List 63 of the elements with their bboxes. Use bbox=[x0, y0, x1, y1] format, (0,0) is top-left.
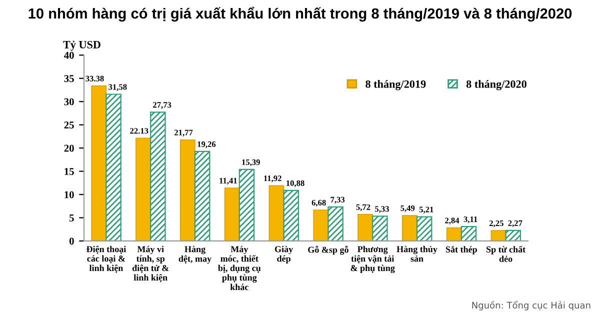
x-tick-label: Hàng dệt, may bbox=[178, 246, 212, 264]
bar bbox=[416, 216, 432, 241]
x-tick-label: Điện thoại các loại & linh kiện bbox=[86, 246, 126, 273]
x-tick-label: Giày dép bbox=[274, 246, 293, 264]
data-label: 15,39 bbox=[242, 159, 260, 166]
bar bbox=[150, 112, 166, 241]
data-label: 7,33 bbox=[330, 196, 345, 204]
x-tick-label: Phương tiện vận tải & phụ tùng bbox=[350, 246, 395, 274]
bar bbox=[194, 150, 210, 241]
data-label: 21,77 bbox=[174, 130, 193, 137]
bar bbox=[402, 215, 418, 241]
data-label: 10,88 bbox=[286, 180, 304, 188]
bar bbox=[238, 168, 255, 241]
x-tick-label: Gỗ &sp gỗ bbox=[308, 246, 348, 255]
data-label: 5,72 bbox=[356, 204, 370, 212]
data-label: 27,73 bbox=[153, 102, 172, 109]
y-tick-label: 35 bbox=[64, 75, 74, 82]
legend-label: 8 tháng/2020 bbox=[466, 80, 526, 90]
bar bbox=[328, 206, 344, 241]
data-label: 2,84 bbox=[445, 218, 460, 225]
bar bbox=[268, 185, 284, 241]
data-label: 5,21 bbox=[419, 206, 434, 214]
bar bbox=[180, 139, 196, 241]
y-tick-label: 15 bbox=[64, 168, 74, 175]
data-label: 5,49 bbox=[400, 205, 415, 212]
bar bbox=[372, 216, 388, 241]
x-tick-label: Hàng thủy sản bbox=[396, 246, 438, 262]
legend-label: 8 tháng/2019 bbox=[366, 80, 426, 90]
bar bbox=[446, 227, 462, 241]
y-tick-label: 40 bbox=[64, 52, 74, 59]
data-label: 22.13 bbox=[130, 128, 148, 134]
data-label: 6,68 bbox=[312, 200, 326, 207]
x-tick-label: Máy móc, thiết bị, dụng cụ phụ tùng khác bbox=[218, 246, 261, 290]
bar bbox=[106, 94, 122, 241]
y-tick-label: 20 bbox=[64, 144, 74, 152]
bar bbox=[313, 210, 329, 241]
x-tick-label: Máy vi tính, sp điện tử & linh kiện bbox=[132, 246, 169, 282]
bar bbox=[460, 226, 477, 241]
chart-title: 10 nhóm hàng có trị giá xuất khẩu lớn nhất trong 8 tháng/2019 và 8 tháng/2020 bbox=[28, 6, 572, 22]
data-label: 5,33 bbox=[375, 206, 389, 213]
x-tick-label: Sp từ chất dẻo bbox=[486, 246, 526, 262]
bar bbox=[224, 188, 240, 241]
y-tick-label: 5 bbox=[69, 214, 74, 222]
text: Nguồn: Tổng cục Hải quan bbox=[472, 300, 590, 310]
bar bbox=[283, 190, 300, 241]
data-label: 19,26 bbox=[198, 141, 216, 148]
x-tick-label: Sắt thép bbox=[446, 246, 477, 254]
data-label: 2,27 bbox=[508, 220, 522, 228]
y-tick-label: 0 bbox=[69, 238, 74, 245]
y-tick-label: 10 bbox=[64, 191, 74, 198]
y-axis-title: Tỷ USD bbox=[63, 40, 100, 51]
y-tick-label: 25 bbox=[64, 122, 74, 129]
y-tick-label: 30 bbox=[64, 98, 74, 106]
data-label: 3,11 bbox=[464, 216, 478, 224]
bar bbox=[505, 230, 522, 241]
data-label: 11,41 bbox=[220, 178, 237, 185]
data-label: 2,25 bbox=[489, 220, 504, 228]
bar bbox=[358, 214, 373, 241]
data-label: 11,92 bbox=[264, 176, 282, 182]
bar bbox=[91, 86, 107, 241]
bar bbox=[136, 138, 151, 241]
data-label: 31,58 bbox=[108, 84, 127, 91]
data-label: 33.38 bbox=[86, 76, 104, 82]
